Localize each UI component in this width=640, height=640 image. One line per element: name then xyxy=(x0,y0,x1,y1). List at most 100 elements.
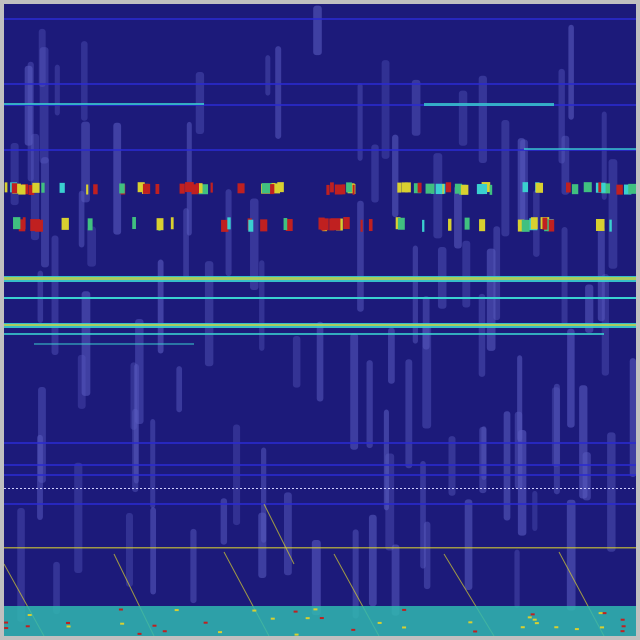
bottom-marker xyxy=(530,613,535,616)
marker-row xyxy=(59,182,65,193)
dotted-line xyxy=(432,488,434,489)
dotted-line xyxy=(28,488,30,489)
vertical-streak xyxy=(551,387,561,467)
dotted-line xyxy=(516,488,518,489)
dotted-line xyxy=(224,488,226,489)
dotted-line xyxy=(320,488,322,489)
dotted-line xyxy=(276,488,278,489)
vertical-streak xyxy=(204,261,214,367)
marker-row xyxy=(210,182,213,193)
dotted-line xyxy=(200,488,202,489)
marker-row xyxy=(397,182,402,193)
vertical-streak xyxy=(125,513,133,587)
marker-row xyxy=(32,182,40,193)
marker-row xyxy=(346,182,352,193)
bottom-marker xyxy=(620,630,625,633)
vertical-streak xyxy=(313,5,322,56)
vertical-streak xyxy=(478,293,486,377)
dotted-line xyxy=(448,488,450,489)
vertical-streak xyxy=(420,460,426,569)
marker-row xyxy=(119,183,125,194)
vertical-streak xyxy=(357,83,363,161)
dotted-line xyxy=(372,488,374,489)
bottom-marker xyxy=(527,616,532,619)
dotted-line xyxy=(144,488,146,489)
vertical-streak xyxy=(51,235,59,356)
vertical-streak xyxy=(567,328,575,428)
dotted-line xyxy=(260,488,262,489)
dotted-line xyxy=(324,488,326,489)
marker-row xyxy=(479,219,486,232)
dotted-line xyxy=(24,488,26,489)
bottom-marker xyxy=(162,630,167,633)
vertical-streak xyxy=(41,157,49,268)
marker-row xyxy=(198,184,209,195)
cyan-line xyxy=(4,297,636,299)
dotted-line xyxy=(504,488,506,489)
marker-row xyxy=(330,218,341,231)
vertical-streak xyxy=(366,360,373,449)
dotted-line xyxy=(328,488,330,489)
cyan-segment xyxy=(4,103,204,105)
dotted-line xyxy=(172,488,174,489)
dotted-line xyxy=(280,488,282,489)
vertical-streak xyxy=(183,208,189,281)
marker-row xyxy=(598,182,602,193)
bottom-marker xyxy=(174,609,179,612)
dotted-line xyxy=(440,488,442,489)
vertical-streak xyxy=(357,200,364,312)
bottom-marker xyxy=(377,621,382,624)
vertical-streak xyxy=(517,138,526,229)
marker-row xyxy=(179,183,185,194)
marker-row xyxy=(448,218,452,231)
dotted-line xyxy=(548,488,550,489)
vertical-streak xyxy=(352,529,359,619)
vertical-streak xyxy=(423,521,431,590)
horizontal-line xyxy=(4,83,636,85)
bottom-marker xyxy=(319,617,324,620)
dotted-line xyxy=(164,488,166,489)
marker-row xyxy=(155,183,160,194)
dotted-line xyxy=(424,488,426,489)
dotted-line xyxy=(632,488,634,489)
vertical-streak xyxy=(150,419,156,509)
dotted-line xyxy=(76,488,78,489)
bottom-marker xyxy=(620,618,625,621)
dotted-line xyxy=(500,488,502,489)
horizontal-line xyxy=(4,18,636,20)
vertical-streak xyxy=(283,492,292,576)
vertical-streak xyxy=(225,189,232,277)
marker-row xyxy=(41,182,45,193)
vertical-streak xyxy=(553,383,560,495)
dotted-line xyxy=(412,488,414,489)
bottom-marker xyxy=(66,621,71,624)
dotted-line xyxy=(92,488,94,489)
dotted-line xyxy=(84,488,86,489)
marker-row xyxy=(320,218,329,231)
dotted-line xyxy=(248,488,250,489)
vertical-streak xyxy=(462,240,471,308)
dotted-line xyxy=(532,488,534,489)
vertical-streak xyxy=(608,159,618,269)
dotted-line xyxy=(148,488,150,489)
marker-row xyxy=(521,219,530,232)
dotted-line xyxy=(456,488,458,489)
dotted-line xyxy=(208,488,210,489)
dotted-line xyxy=(180,488,182,489)
vertical-streak xyxy=(77,354,86,409)
dotted-line xyxy=(112,488,114,489)
dotted-line xyxy=(72,488,74,489)
bottom-marker xyxy=(4,621,9,624)
dotted-line xyxy=(392,488,394,489)
dotted-line xyxy=(228,488,230,489)
dotted-line xyxy=(584,488,586,489)
marker-row xyxy=(542,217,548,230)
horizontal-line xyxy=(4,503,636,505)
vertical-streak xyxy=(220,498,228,545)
marker-row xyxy=(4,182,8,193)
cyan-segment xyxy=(524,148,636,150)
dotted-line xyxy=(616,488,618,489)
marker-row xyxy=(156,218,164,231)
vertical-streak xyxy=(54,64,60,116)
